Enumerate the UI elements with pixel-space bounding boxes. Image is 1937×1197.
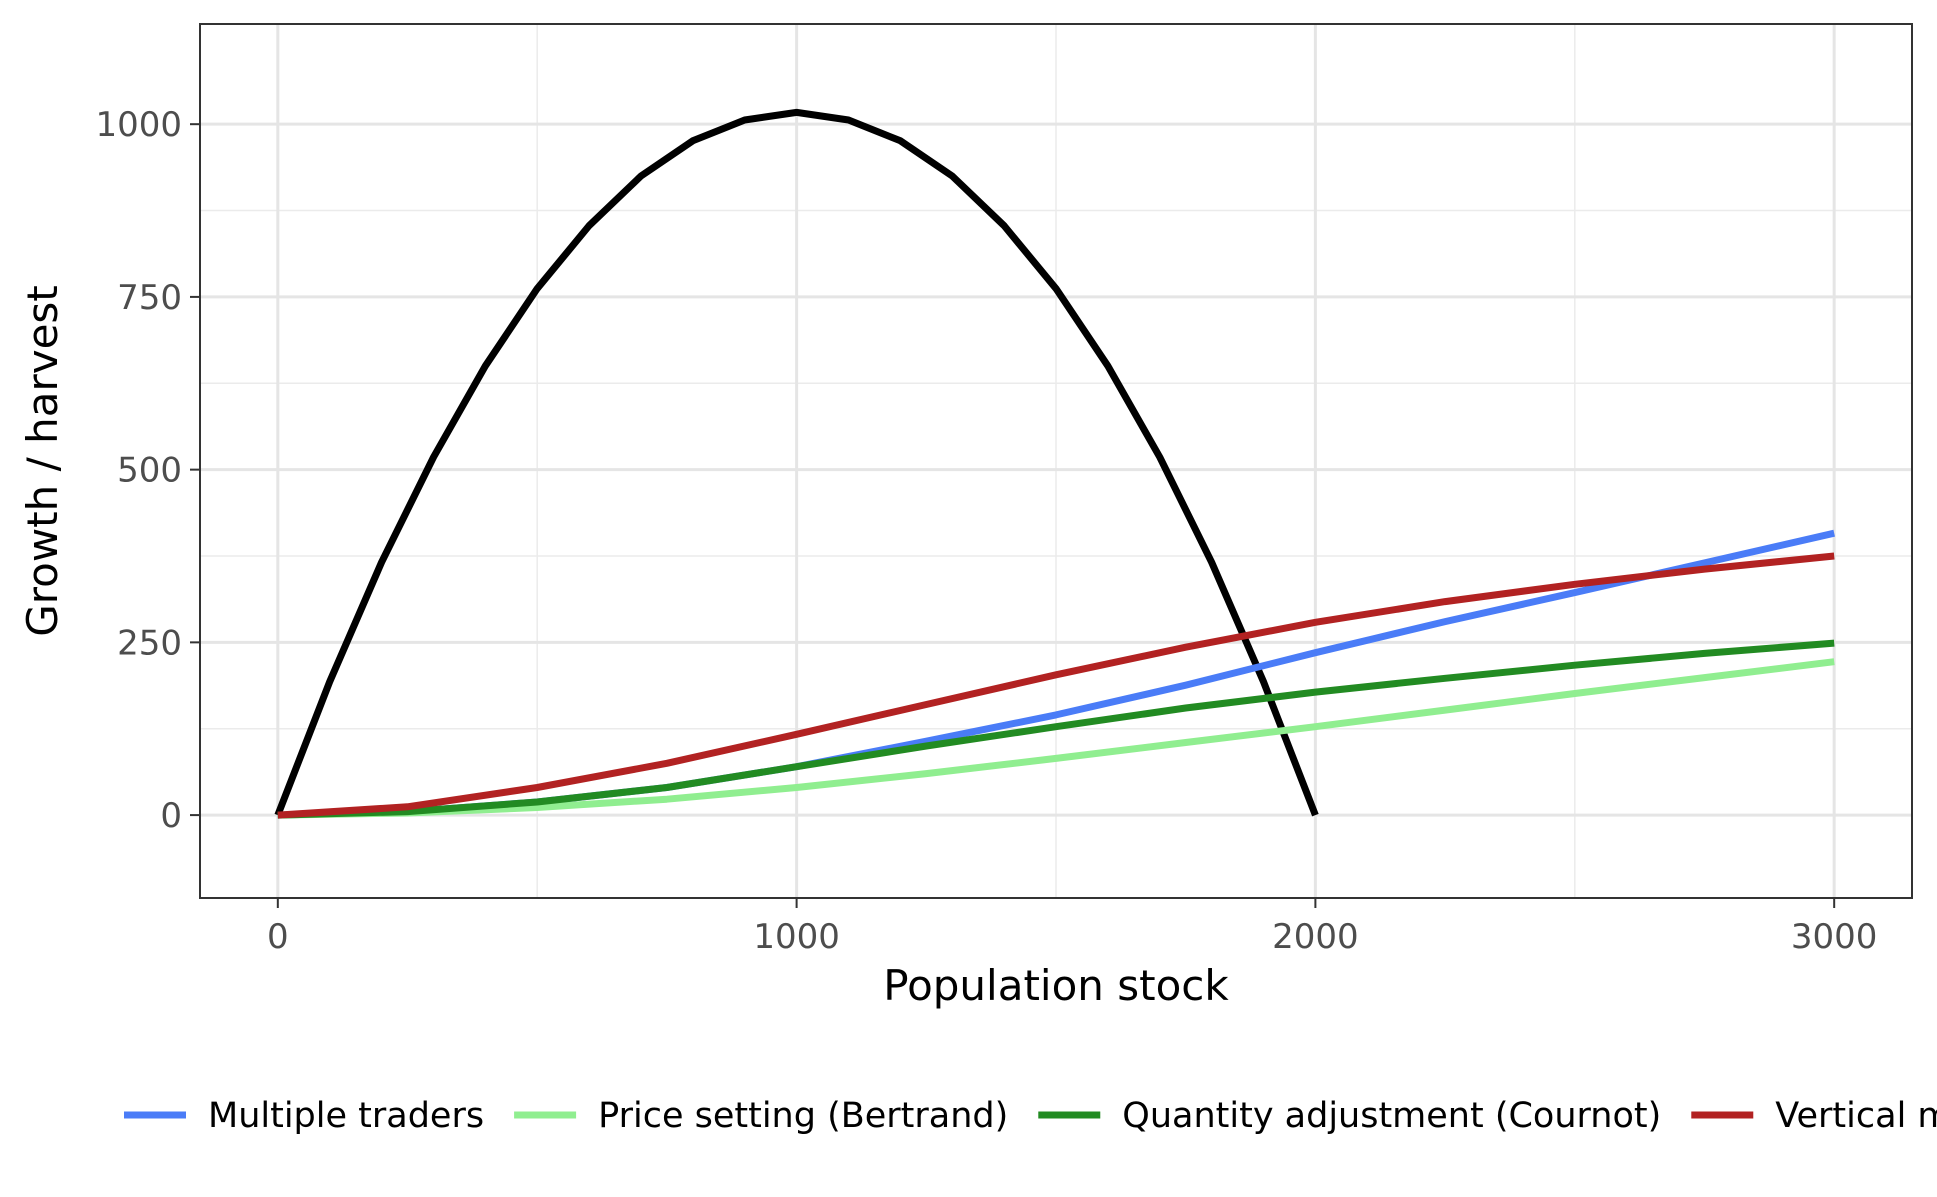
x-tick-label: 1000 (753, 917, 840, 957)
x-tick-label: 0 (267, 917, 289, 957)
series-line-2 (277, 658, 1835, 819)
panel-border (199, 23, 1913, 899)
series-layer (274, 108, 1835, 819)
y-tick-label: 500 (117, 451, 182, 491)
x-tick-label: 3000 (1791, 917, 1878, 957)
x-tick-label: 2000 (1272, 917, 1359, 957)
legend-label-4: Vertical monopoly (1775, 1096, 1937, 1136)
series-line-3 (277, 639, 1835, 819)
y-tick-label: 1000 (95, 105, 182, 145)
x-axis: 0 1000 2000 3000 (267, 898, 1877, 957)
legend-label-1: Multiple traders (208, 1096, 484, 1136)
y-tick-label: 250 (117, 623, 182, 663)
series-line-0 (274, 108, 1319, 817)
legend-label-2: Price setting (Bertrand) (598, 1096, 1008, 1136)
y-tick-label: 0 (160, 796, 182, 836)
y-tick-label: 750 (117, 278, 182, 318)
y-axis-title: Growth / harvest (18, 285, 67, 637)
x-axis-title: Population stock (883, 961, 1229, 1010)
panel-grid (200, 24, 1912, 898)
legend: Multiple traders Price setting (Bertrand)… (124, 1096, 1937, 1136)
y-axis: 0 250 500 750 1000 (95, 105, 200, 836)
legend-label-3: Quantity adjustment (Cournot) (1122, 1096, 1661, 1136)
series-line-4 (277, 552, 1835, 819)
